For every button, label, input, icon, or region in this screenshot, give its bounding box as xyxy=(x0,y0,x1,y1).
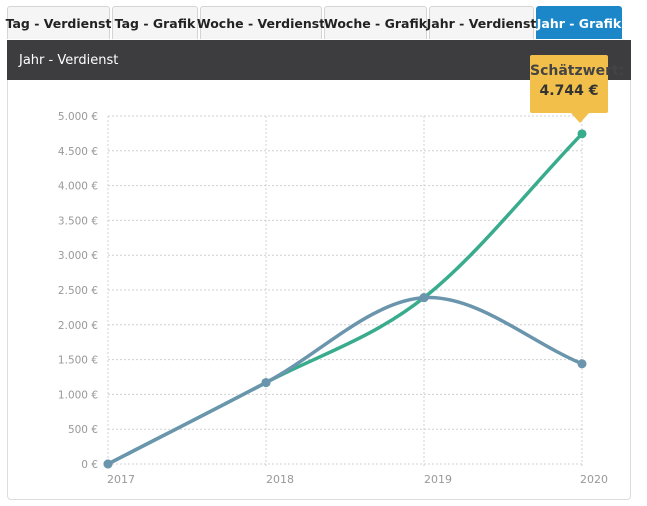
x-tick-label: 2017 xyxy=(107,473,135,486)
y-tick-label: 1.000 € xyxy=(58,389,98,401)
y-tick-label: 1.500 € xyxy=(58,355,98,367)
chart-points xyxy=(103,129,587,469)
tab-tag-verdienst[interactable]: Tag - Verdienst xyxy=(6,6,111,39)
x-tick-label: 2019 xyxy=(424,473,452,486)
x-tick-label: 2018 xyxy=(266,473,294,486)
data-point-actual[interactable] xyxy=(103,459,113,469)
tab-woche-grafik[interactable]: Woche - Grafik xyxy=(324,6,427,39)
tab-woche-verdienst[interactable]: Woche - Verdienst xyxy=(197,6,325,39)
y-tick-label: 5.000 € xyxy=(58,111,98,123)
tooltip-value: 4.744 € xyxy=(539,83,599,99)
series-line-actual xyxy=(106,295,584,466)
y-tick-label: 2.500 € xyxy=(58,285,98,297)
chart-grid xyxy=(107,115,583,468)
y-axis: 0 € 500 € 1.000 € 1.500 € 2.000 € 2.500 € 3.00… xyxy=(58,111,98,471)
data-point-estimate[interactable] xyxy=(577,129,587,139)
data-point-actual[interactable] xyxy=(577,359,587,369)
tab-jahr-grafik[interactable]: Jahr - Grafik xyxy=(536,6,622,39)
data-point-actual[interactable] xyxy=(419,293,429,303)
estimate-tooltip: Schätzwert: 4.744 € xyxy=(530,55,625,123)
tooltip-label: Schätzwert: xyxy=(530,63,625,79)
series-line-estimate xyxy=(106,132,584,466)
y-tick-label: 4.500 € xyxy=(58,146,98,158)
chart-lines xyxy=(106,132,584,466)
x-tick-label: 2020 xyxy=(580,473,608,486)
data-point-actual[interactable] xyxy=(261,378,271,388)
y-tick-label: 3.500 € xyxy=(58,215,98,227)
y-tick-label: 0 € xyxy=(81,459,98,471)
chart-panel xyxy=(7,80,631,500)
panel-header: Jahr - Verdienst xyxy=(7,40,631,80)
tab-tag-grafik[interactable]: Tag - Grafik xyxy=(112,6,198,39)
y-tick-label: 4.000 € xyxy=(58,181,98,193)
y-tick-label: 2.000 € xyxy=(58,320,98,332)
tab-jahr-verdienst[interactable]: Jahr - Verdienst xyxy=(427,6,536,39)
x-axis: 2017 2018 2019 2020 xyxy=(107,473,608,486)
panel-title: Jahr - Verdienst xyxy=(19,52,119,68)
y-tick-label: 500 € xyxy=(68,424,98,436)
y-tick-label: 3.000 € xyxy=(58,250,98,262)
